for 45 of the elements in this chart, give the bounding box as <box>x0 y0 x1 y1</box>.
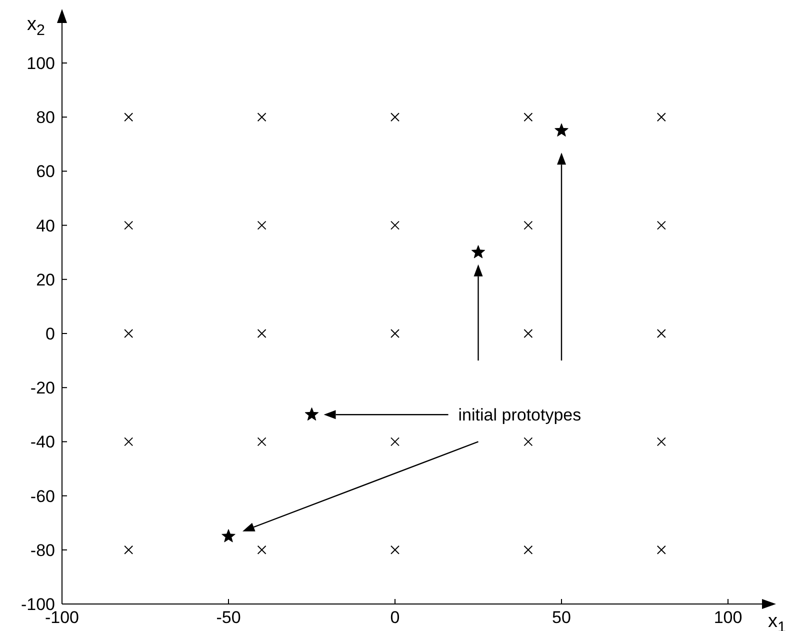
point <box>390 545 400 554</box>
point <box>524 220 533 230</box>
point <box>524 437 533 446</box>
point <box>656 437 666 446</box>
point <box>124 220 134 230</box>
point <box>656 545 666 554</box>
x-tick-label: 50 <box>552 608 571 628</box>
y-tick-label: -80 <box>30 540 55 560</box>
point <box>304 407 319 421</box>
point <box>124 545 134 554</box>
point <box>124 437 134 446</box>
point <box>390 437 400 446</box>
point <box>524 329 533 338</box>
point <box>257 437 266 446</box>
y-tick-label: 60 <box>36 162 55 182</box>
point <box>390 220 400 230</box>
point <box>124 329 134 338</box>
y-tick-label: 100 <box>26 54 55 74</box>
y-tick-label: -20 <box>30 378 55 398</box>
y-tick-label: -40 <box>30 432 55 452</box>
y-axis-title: x$_{2}$ <box>27 14 45 38</box>
y-tick-label: 20 <box>36 270 55 290</box>
point <box>656 329 666 338</box>
point <box>257 329 266 338</box>
point <box>222 529 236 542</box>
point <box>257 220 266 230</box>
x-tick-label: 100 <box>714 608 742 628</box>
point <box>524 112 533 122</box>
point <box>554 123 568 137</box>
point <box>471 245 486 258</box>
point <box>656 220 666 230</box>
point <box>390 329 400 338</box>
point <box>124 112 134 122</box>
x-tick-label: -50 <box>216 608 241 628</box>
y-tick-label: 80 <box>36 108 55 128</box>
x-tick-label: 0 <box>390 608 400 628</box>
y-tick-label: 0 <box>46 324 55 344</box>
y-tick-label: 40 <box>36 216 55 236</box>
annotation: initial prototypes <box>458 406 582 425</box>
point <box>656 112 666 122</box>
point <box>257 112 266 122</box>
point <box>390 112 400 122</box>
point <box>524 545 533 554</box>
y-tick-label: -60 <box>30 486 55 506</box>
point <box>257 545 266 554</box>
